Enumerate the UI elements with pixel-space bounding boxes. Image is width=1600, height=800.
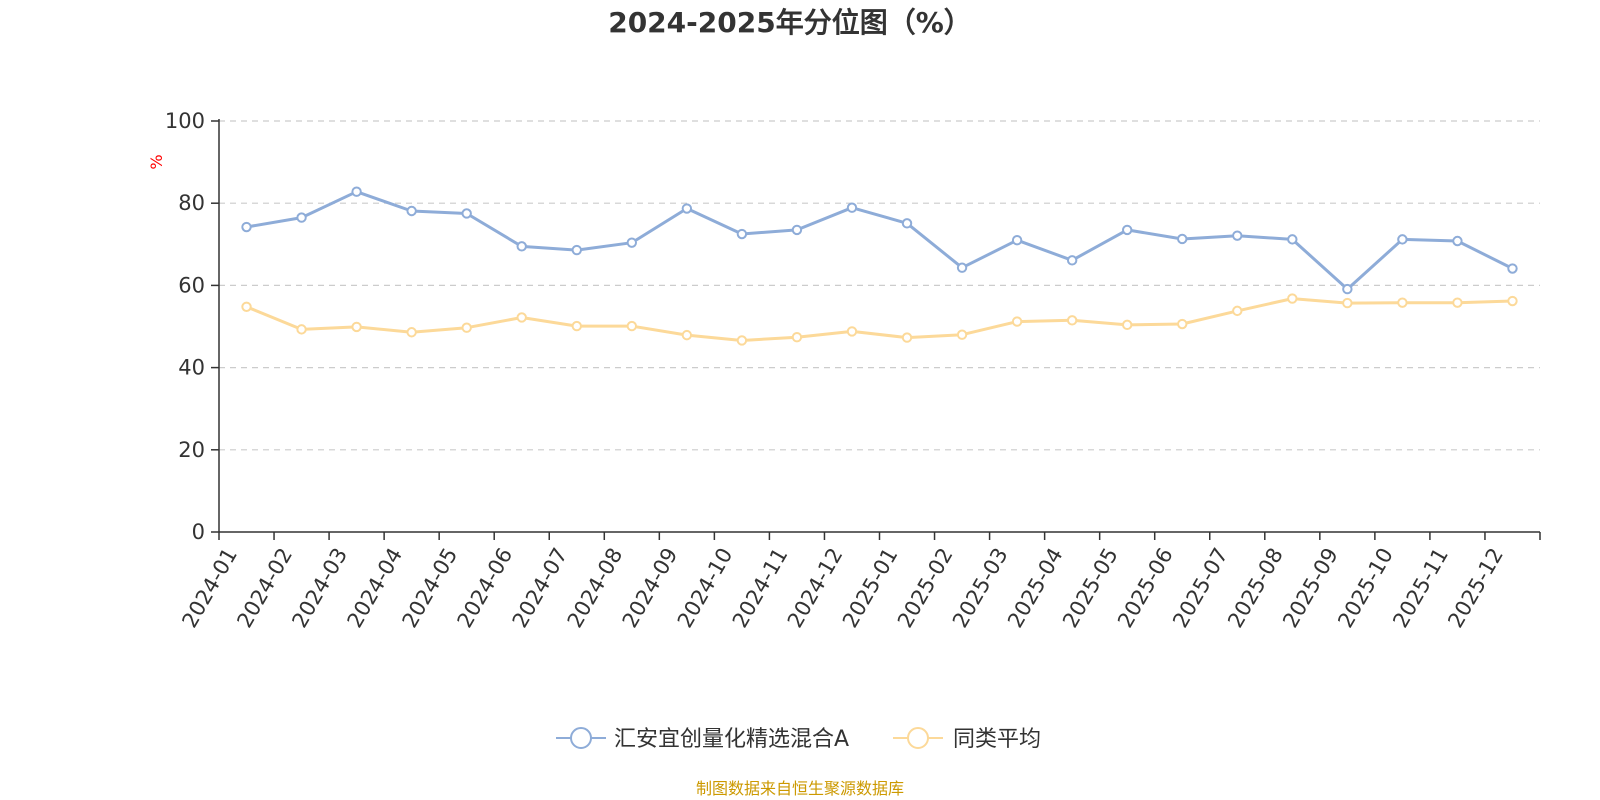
grid-lines — [219, 120, 1540, 451]
series-2-point[interactable] — [626, 320, 638, 332]
series-1-point[interactable] — [461, 208, 472, 219]
series-1-point[interactable] — [1452, 235, 1463, 247]
series-2-point[interactable] — [1232, 305, 1243, 317]
series-2-point[interactable] — [351, 321, 362, 333]
series-1-point[interactable] — [1287, 234, 1298, 245]
series-1-point[interactable] — [736, 228, 748, 240]
y-tick-label: 100 — [165, 109, 205, 133]
series-2-point[interactable] — [516, 312, 527, 323]
series-1-point[interactable] — [1011, 234, 1023, 246]
x-tick-label: 2025-12 — [1443, 544, 1508, 632]
series-1-point[interactable] — [1121, 224, 1133, 236]
series-line-2 — [245, 297, 1513, 342]
y-tick-label: 20 — [178, 438, 205, 462]
series-1-point[interactable] — [681, 203, 693, 214]
legend-marker-icon — [570, 727, 592, 749]
series-1-point[interactable] — [241, 221, 252, 233]
series-2-point[interactable] — [1011, 316, 1023, 327]
series-2-point[interactable] — [1121, 319, 1133, 331]
series-2-point[interactable] — [1397, 297, 1408, 308]
series-1-point[interactable] — [1232, 230, 1243, 241]
series-1-point[interactable] — [846, 202, 858, 213]
legend-label-series-2: 同类平均 — [953, 727, 1041, 752]
series-1-point[interactable] — [516, 241, 527, 252]
series-2-point[interactable] — [956, 329, 968, 340]
y-tick-label: 60 — [178, 273, 205, 297]
series-2-point[interactable] — [1287, 293, 1298, 304]
axes — [211, 119, 1541, 540]
y-tick-label: 40 — [178, 356, 205, 380]
series-2-point[interactable] — [241, 301, 252, 312]
series-1-point[interactable] — [1397, 234, 1408, 245]
series-1-point[interactable] — [791, 224, 803, 236]
series-1-point[interactable] — [406, 205, 417, 217]
legend-label-series-1: 汇安宜创量化精选混合A — [614, 727, 849, 752]
y-tick-label: 0 — [192, 520, 205, 544]
series-2-point[interactable] — [736, 335, 748, 346]
legend[interactable]: 汇安宜创量化精选混合A 同类平均 — [556, 727, 1041, 752]
y-axis-unit-label: % — [147, 154, 166, 169]
series-2-point[interactable] — [461, 322, 472, 333]
series-2-point[interactable] — [1452, 297, 1463, 308]
series-1-point[interactable] — [956, 262, 968, 273]
series-2-point[interactable] — [296, 324, 307, 335]
series-2-point[interactable] — [1066, 315, 1078, 326]
series-lines — [241, 186, 1518, 346]
series-1-point[interactable] — [626, 237, 638, 248]
chart-title: 2024-2025年分位图（%） — [608, 6, 972, 39]
legend-marker-icon — [907, 727, 929, 749]
series-2-point[interactable] — [681, 329, 693, 341]
series-2-point[interactable] — [1507, 295, 1518, 307]
legend-item-series-2[interactable]: 同类平均 — [893, 727, 1041, 752]
source-note: 制图数据来自恒生聚源数据库 — [696, 779, 904, 798]
series-2-point[interactable] — [846, 326, 858, 337]
series-2-point[interactable] — [1342, 297, 1353, 309]
series-2-point[interactable] — [571, 320, 582, 332]
legend-item-series-1[interactable]: 汇安宜创量化精选混合A — [556, 727, 849, 752]
series-line-1 — [246, 190, 1514, 291]
series-2-point[interactable] — [901, 332, 913, 343]
series-1-point[interactable] — [1177, 233, 1188, 245]
series-1-point[interactable] — [1342, 283, 1353, 295]
y-tick-label: 80 — [178, 191, 205, 215]
x-tick-labels: 2024-012024-022024-032024-042024-052024-… — [177, 544, 1508, 632]
series-1-point[interactable] — [1507, 263, 1518, 274]
series-2-point[interactable] — [406, 327, 417, 338]
series-1-point[interactable] — [571, 244, 582, 256]
y-tick-labels: 0 20 40 60 80 100 — [165, 109, 205, 544]
series-1-point[interactable] — [351, 186, 362, 197]
series-1-point[interactable] — [296, 212, 307, 223]
series-2-point[interactable] — [1177, 318, 1188, 330]
series-2-point[interactable] — [791, 331, 803, 343]
series-1-point[interactable] — [901, 218, 913, 229]
series-1-point[interactable] — [1066, 255, 1078, 266]
